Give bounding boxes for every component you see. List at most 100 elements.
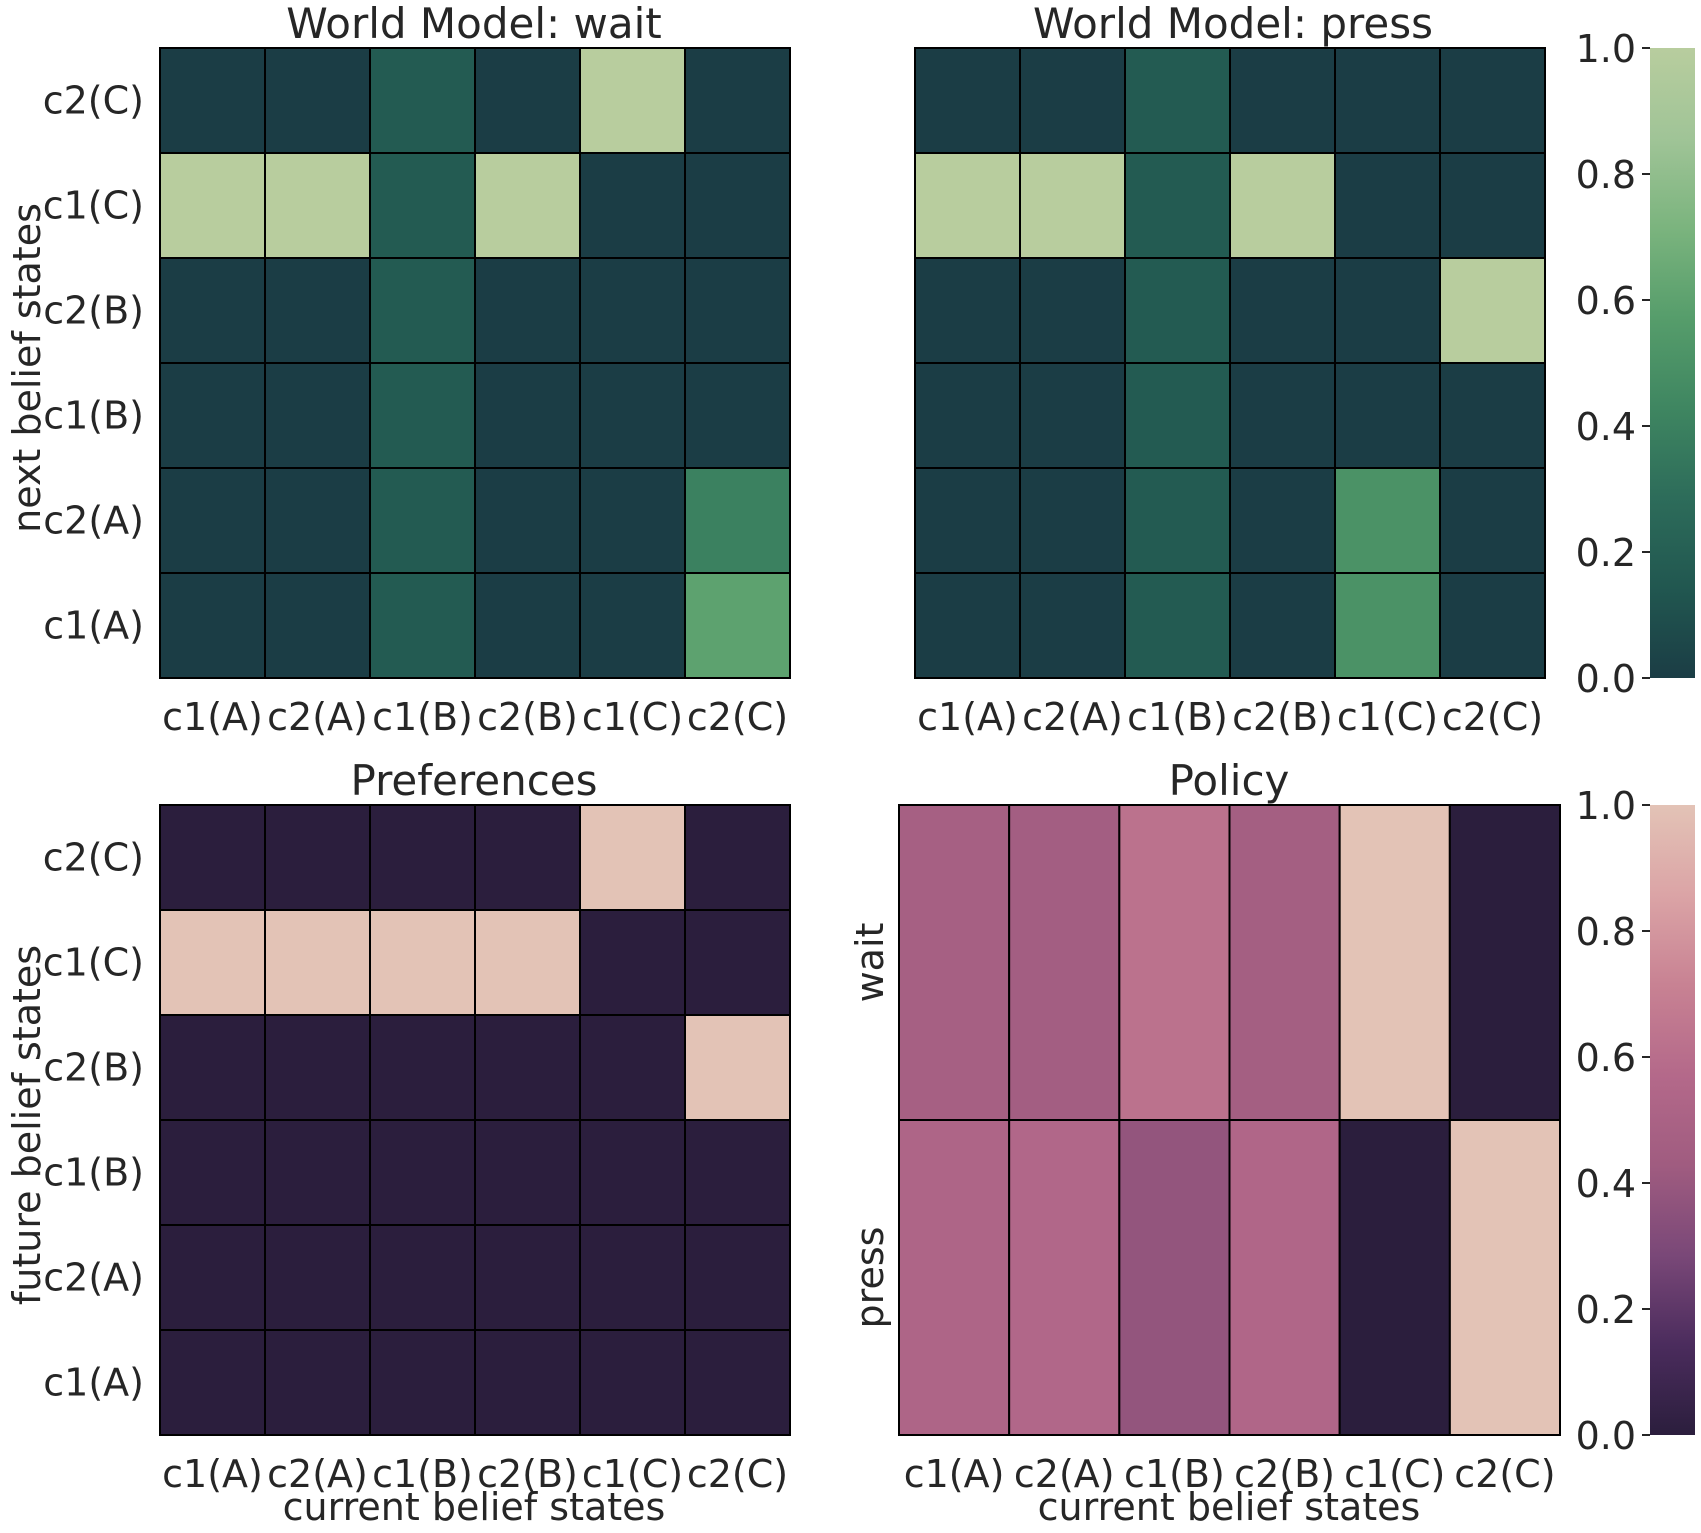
heatmap-cell (264, 257, 371, 364)
y-tick-label: c1(A) (43, 604, 144, 648)
heatmap-cell (1229, 572, 1336, 679)
panel-title: Policy (1169, 756, 1290, 805)
colorbar-green: 0.0 0.2 0.4 0.6 0.8 1.0 (1576, 27, 1695, 701)
heatmap-cell (159, 1014, 266, 1121)
heatmap-cell (579, 1014, 686, 1121)
panel-world-model-wait: World Model: wait c1(A) c2(A) c1(B) c2(B) c1… (5, 0, 791, 739)
heatmap-cell (1334, 47, 1441, 154)
heatmap-cells (159, 804, 791, 1436)
heatmap-cell (369, 909, 476, 1016)
y-tick-label: c1(B) (43, 394, 144, 438)
heatmap-cells (159, 47, 791, 679)
heatmap-cell (1228, 1119, 1341, 1436)
y-tick-label: c1(C) (43, 941, 144, 985)
x-axis-label: current belief states (283, 1485, 666, 1529)
heatmap-cell (914, 572, 1021, 679)
heatmap-cell (264, 909, 371, 1016)
heatmap-cell (159, 572, 266, 679)
heatmap-cell (684, 47, 791, 154)
x-tick-label: c1(B) (372, 695, 473, 739)
heatmap-cell (1334, 257, 1441, 364)
colorbar-tick-label: 1.0 (1576, 27, 1636, 71)
heatmap-cell (684, 1119, 791, 1226)
heatmap-cell (898, 1119, 1011, 1436)
colorbar-tick-label: 0.4 (1576, 405, 1636, 449)
heatmap-cell (264, 1014, 371, 1121)
heatmap-cell (159, 467, 266, 574)
heatmap-cell (1334, 467, 1441, 574)
heatmap-cell (684, 804, 791, 911)
heatmap-cell (1338, 804, 1451, 1121)
heatmap-cell (1124, 257, 1231, 364)
y-axis-label: future belief states (5, 945, 49, 1305)
colorbar-ticks: 0.0 0.2 0.4 0.6 0.8 1.0 (1576, 27, 1650, 701)
heatmap-cell (1019, 467, 1126, 574)
heatmap-cell (1118, 804, 1231, 1121)
heatmap-cell (1019, 572, 1126, 679)
y-tick-label: wait (848, 923, 892, 1003)
panel-world-model-press: World Model: press c1(A) c2(A) c1(B) c2(B) c… (914, 0, 1546, 739)
heatmap-cell (579, 1119, 686, 1226)
heatmap-cell (1448, 1119, 1562, 1436)
heatmap-cell (1229, 362, 1336, 469)
heatmap-cell (159, 362, 266, 469)
heatmap-cell (684, 257, 791, 364)
heatmap-cell (898, 804, 1011, 1121)
heatmap-cell (474, 152, 581, 259)
y-axis-label: next belief states (5, 203, 49, 533)
heatmap-cell (1008, 804, 1121, 1121)
y-tick-labels: wait press (848, 923, 892, 1329)
heatmap-cell (914, 362, 1021, 469)
heatmap-cell (1448, 804, 1562, 1121)
colorbar-tick-label: 0.0 (1576, 657, 1636, 701)
heatmap-cell (369, 1014, 476, 1121)
x-tick-label: c2(C) (1454, 1452, 1555, 1496)
heatmap-cell (684, 1014, 791, 1121)
y-tick-label: c2(B) (43, 1046, 144, 1090)
heatmap-cell (1439, 47, 1546, 154)
heatmap-cell (264, 572, 371, 679)
heatmap-cell (1439, 467, 1546, 574)
heatmap-cell (159, 1119, 266, 1226)
x-tick-label: c1(A) (917, 695, 1018, 739)
heatmap-cell (579, 572, 686, 679)
heatmap-cell (914, 467, 1021, 574)
heatmap-cell (684, 909, 791, 1016)
heatmap-cell (474, 1329, 581, 1436)
heatmap-cell (159, 47, 266, 154)
heatmap-cell (1124, 47, 1231, 154)
heatmap-cell (474, 257, 581, 364)
heatmap-cell (1229, 152, 1336, 259)
heatmap-cell (264, 804, 371, 911)
heatmap-cell (579, 362, 686, 469)
y-tick-label: c2(C) (43, 79, 144, 123)
heatmap-cell (159, 152, 266, 259)
panel-preferences: Preferences c1(A) c2(A) c1(B) c2(B) c1(C) c2(… (5, 756, 791, 1529)
x-tick-label: c1(C) (1337, 695, 1438, 739)
colorbar-tick-label: 0.8 (1576, 910, 1636, 954)
heatmap-cell (1229, 467, 1336, 574)
heatmap-cell (684, 152, 791, 259)
heatmap-cell (1439, 572, 1546, 679)
heatmap-cell (474, 572, 581, 679)
heatmap-cell (1118, 1119, 1231, 1436)
heatmap-cell (1019, 47, 1126, 154)
heatmap-frame (159, 804, 791, 1436)
heatmap-cell (474, 804, 581, 911)
x-tick-label: c1(C) (582, 695, 683, 739)
x-tick-labels: c1(A) c2(A) c1(B) c2(B) c1(C) c2(C) (917, 695, 1543, 739)
heatmap-cells (898, 804, 1562, 1436)
heatmap-cell (1334, 362, 1441, 469)
x-tick-label: c2(A) (1022, 695, 1123, 739)
heatmap-cell (579, 47, 686, 154)
heatmap-cell (159, 909, 266, 1016)
heatmap-cell (474, 1014, 581, 1121)
heatmap-cell (1019, 257, 1126, 364)
colorbar-tick-label: 0.2 (1576, 1288, 1636, 1332)
colorbar-tick-label: 0.6 (1576, 279, 1636, 323)
heatmap-frame (898, 804, 1561, 1436)
heatmap-cell (1334, 152, 1441, 259)
heatmap-cell (1124, 152, 1231, 259)
heatmap-cell (1124, 467, 1231, 574)
heatmap-cells (914, 47, 1546, 679)
